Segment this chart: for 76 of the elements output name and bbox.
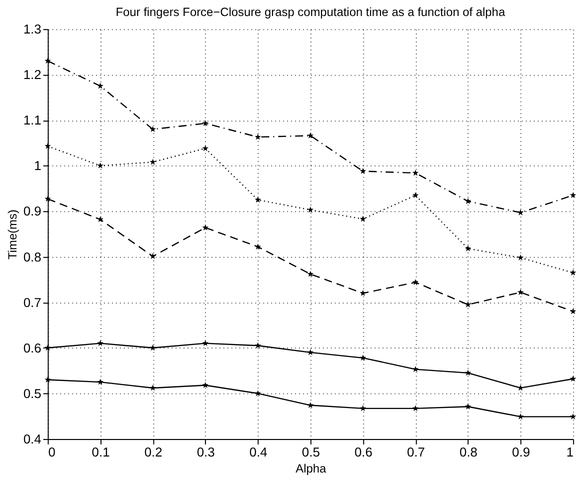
point (360, 290, 366, 296)
x-tick-label: 0.1 (92, 444, 110, 460)
y-tick-label: 0.9 (23, 204, 42, 219)
point (464, 301, 472, 308)
point (202, 382, 209, 388)
point (360, 354, 366, 361)
point (44, 376, 51, 382)
point (97, 82, 104, 89)
x-tick-label: 0.6 (354, 444, 372, 460)
point (150, 253, 156, 260)
x-tick-label: 0.2 (144, 444, 162, 460)
point (202, 224, 209, 230)
point (412, 278, 419, 286)
point (150, 344, 156, 351)
point (307, 270, 314, 277)
point (44, 58, 51, 64)
point (202, 120, 209, 126)
point (254, 196, 262, 203)
point (44, 142, 51, 149)
point (570, 376, 576, 382)
point (97, 162, 104, 168)
point (360, 168, 366, 174)
y-tick-label: 0.7 (23, 294, 42, 310)
point (464, 198, 472, 204)
y-tick-label: 1.1 (23, 112, 42, 128)
point (517, 384, 524, 391)
point (150, 158, 156, 165)
point (570, 308, 576, 314)
point (360, 405, 366, 412)
x-tick-label: 1 (566, 444, 574, 460)
chart-title: Four fingers Force−Closure grasp computation time as a function of alpha (116, 5, 506, 20)
point (570, 192, 576, 198)
point (464, 403, 472, 410)
x-tick-label: 0.5 (302, 444, 320, 460)
y-tick-label: 1.3 (23, 22, 42, 37)
x-tick-label: 0.4 (249, 444, 268, 460)
point (570, 413, 576, 420)
point (412, 366, 419, 372)
y-tick-label: 0.4 (23, 431, 42, 446)
point (97, 340, 104, 346)
y-tick-label: 0.6 (23, 340, 42, 356)
point (307, 349, 314, 356)
point (412, 405, 419, 412)
point (254, 243, 262, 250)
y-axis-title: Time(ms) (5, 210, 20, 260)
point (44, 196, 51, 202)
y-tick-label: 0.5 (23, 386, 42, 401)
point (307, 132, 314, 138)
point (202, 145, 209, 152)
y-tick-label: 1 (34, 158, 42, 174)
point (464, 245, 472, 252)
point (254, 134, 262, 140)
point (202, 340, 209, 346)
y-tick-label: 1.2 (23, 67, 42, 82)
point (517, 288, 524, 296)
x-tick-label: 0.9 (512, 444, 530, 460)
point (254, 390, 262, 396)
x-tick-label: 0.3 (196, 444, 215, 460)
point (412, 192, 419, 198)
x-axis-title: Alpha (296, 461, 327, 476)
x-tick-label: 0 (48, 444, 56, 460)
y-tick-label: 0.8 (23, 249, 42, 264)
point (254, 342, 262, 348)
x-tick-label: 0.8 (460, 444, 478, 460)
point (150, 384, 156, 391)
point (360, 216, 366, 222)
point (517, 413, 524, 420)
point (517, 254, 524, 260)
point (570, 269, 576, 276)
point (150, 126, 156, 132)
point (97, 378, 104, 385)
point (307, 206, 314, 213)
point (464, 370, 472, 376)
x-tick-label: 0.7 (406, 444, 425, 460)
point (307, 402, 314, 408)
point (412, 170, 419, 176)
